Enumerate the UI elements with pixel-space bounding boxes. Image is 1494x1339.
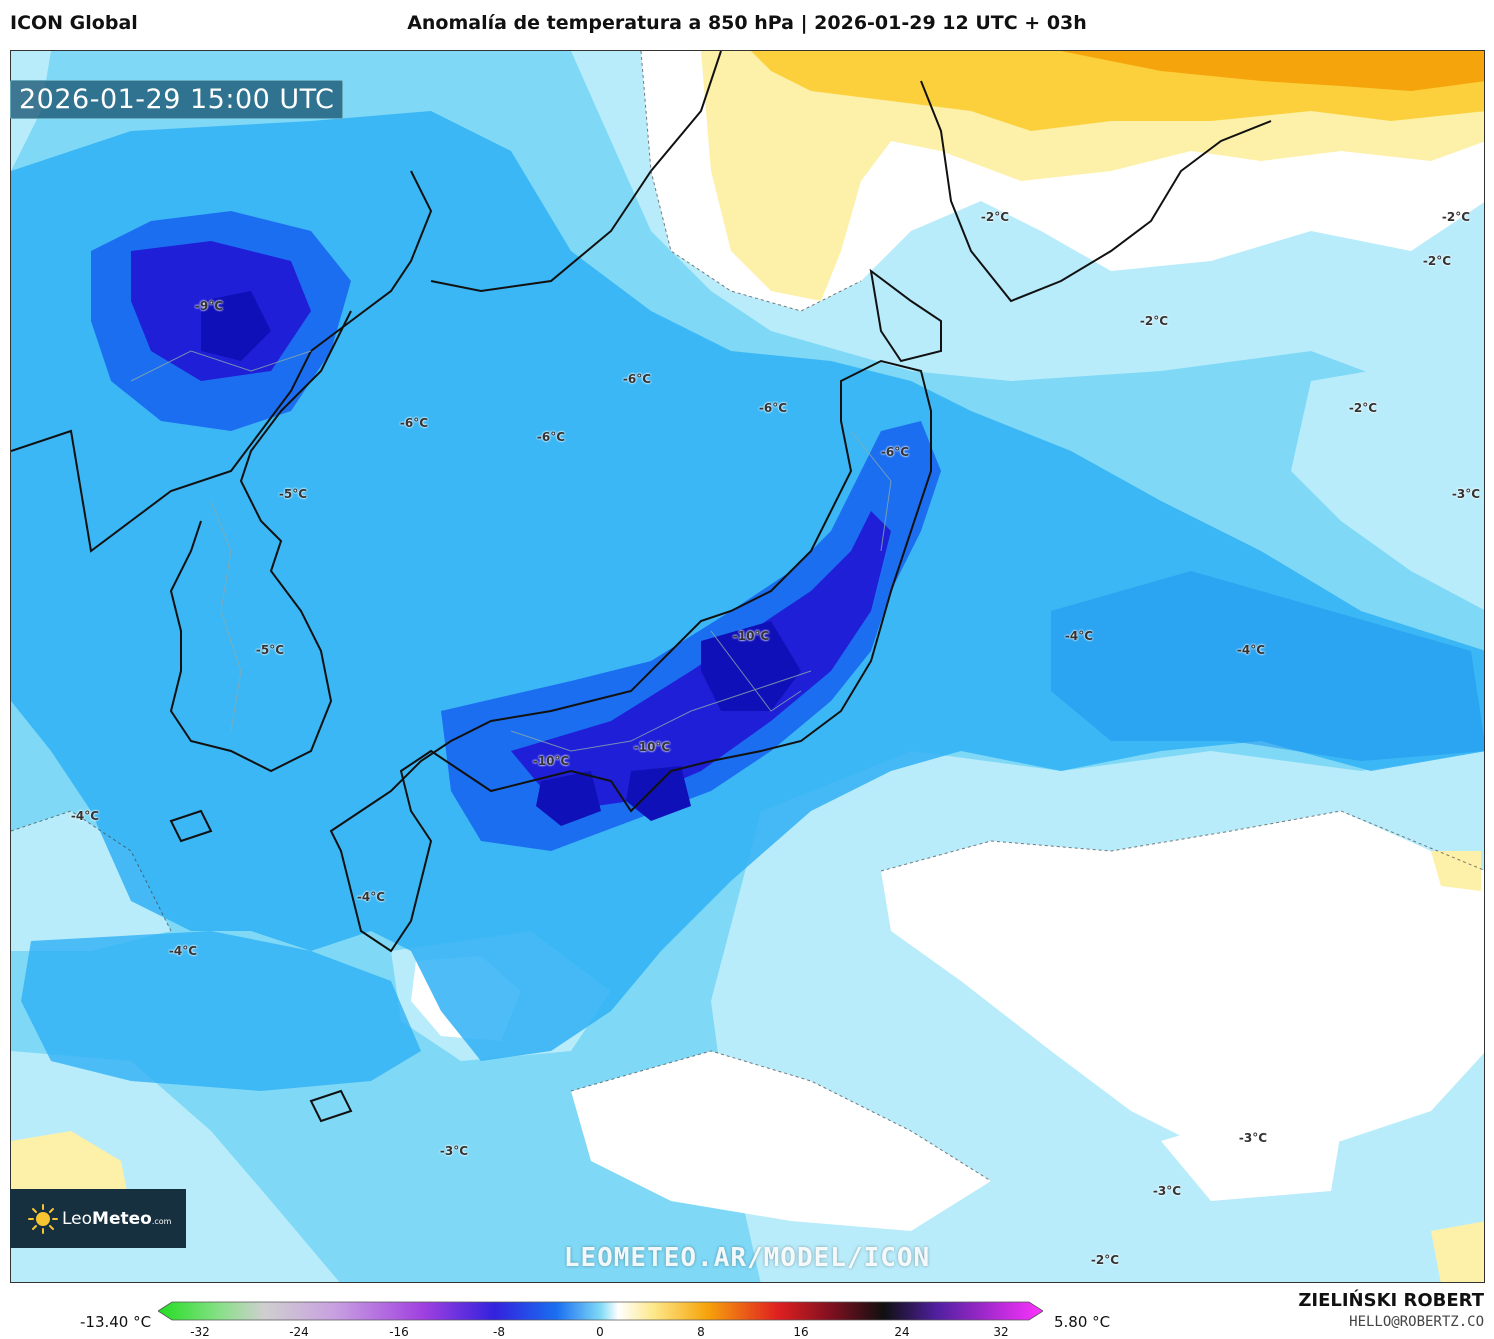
contour-label: -10°C xyxy=(633,740,671,754)
contour-label: -9°C xyxy=(194,299,224,313)
colorbar-tick: -24 xyxy=(289,1325,309,1339)
colorbar-max-label: 5.80 °C xyxy=(1054,1313,1111,1331)
contour-label: -3°C xyxy=(1238,1131,1268,1145)
contour-label: -2°C xyxy=(1441,210,1471,224)
colorbar-tick: 32 xyxy=(993,1325,1009,1339)
contour-label: -2°C xyxy=(1090,1253,1120,1267)
contour-label: -4°C xyxy=(168,944,198,958)
contour-label: -4°C xyxy=(1064,629,1094,643)
contour-label: -6°C xyxy=(622,372,652,386)
contour-label: -4°C xyxy=(1236,643,1266,657)
contour-label: -5°C xyxy=(255,643,285,657)
contour-label: -4°C xyxy=(70,809,100,823)
author-email[interactable]: HELLO@ROBERTZ.CO xyxy=(1349,1314,1484,1330)
contour-label: -10°C xyxy=(532,754,570,768)
contour-label: -6°C xyxy=(399,416,429,430)
colorbar-tick: -32 xyxy=(190,1325,210,1339)
contour-label: -3°C xyxy=(1451,487,1481,501)
colorbar-tick: -8 xyxy=(493,1325,505,1339)
contour-label: -2°C xyxy=(1139,314,1169,328)
colorbar-tick: 0 xyxy=(596,1325,604,1339)
contour-label: -3°C xyxy=(1152,1184,1182,1198)
contour-label: -2°C xyxy=(980,210,1010,224)
map-panel[interactable]: -9°C -6°C -6°C -6°C -6°C -6°C -5°C -5°C … xyxy=(10,50,1485,1283)
colorbar-tick: 16 xyxy=(793,1325,809,1339)
contour-label: -5°C xyxy=(278,487,308,501)
colorbar-tick: 8 xyxy=(697,1325,705,1339)
chart-title: Anomalía de temperatura a 850 hPa | 2026… xyxy=(407,12,1087,34)
contour-label: -3°C xyxy=(439,1144,469,1158)
sun-icon xyxy=(28,1203,58,1234)
colorbar xyxy=(158,1301,1043,1321)
contour-label: -10°C xyxy=(732,629,770,643)
leometeo-logo[interactable]: LeoMeteo.com xyxy=(10,1189,186,1248)
contour-label: -2°C xyxy=(1422,254,1452,268)
contour-label: -4°C xyxy=(356,890,386,904)
contour-label: -6°C xyxy=(880,445,910,459)
colorbar-tick: -16 xyxy=(389,1325,409,1339)
model-name: ICON Global xyxy=(10,12,138,34)
colorbar-min-label: -13.40 °C xyxy=(80,1313,152,1331)
colorbar-tick: 24 xyxy=(894,1325,910,1339)
contour-label: -6°C xyxy=(758,401,788,415)
logo-text: LeoMeteo.com xyxy=(62,1208,172,1229)
watermark-url: LEOMETEO.AR/MODEL/ICON xyxy=(563,1243,931,1273)
contour-label: -6°C xyxy=(536,430,566,444)
author-name: ZIELIŃSKI ROBERT xyxy=(1298,1290,1484,1311)
valid-time-badge: 2026-01-29 15:00 UTC xyxy=(10,80,344,119)
contour-label: -2°C xyxy=(1348,401,1378,415)
temperature-anomaly-field xyxy=(11,51,1484,1282)
